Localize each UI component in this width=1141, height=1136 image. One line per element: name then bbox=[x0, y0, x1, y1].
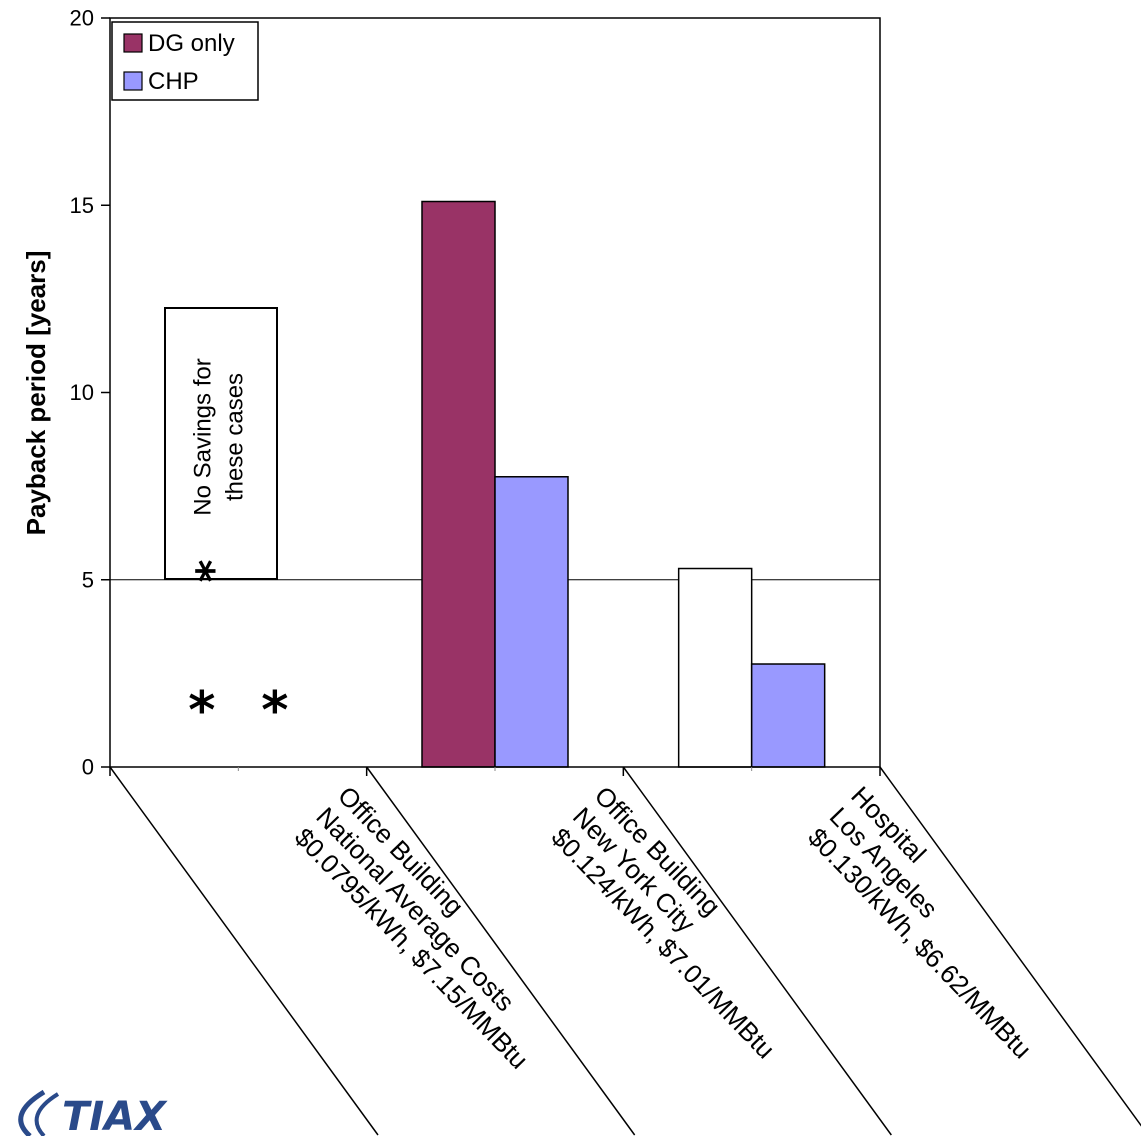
note-box bbox=[164, 307, 278, 580]
category-separator-3 bbox=[879, 766, 1141, 1127]
no-savings-marker-0-0: * bbox=[188, 681, 215, 741]
category-separator-0 bbox=[109, 766, 379, 1136]
note-line-2: these cases bbox=[222, 373, 249, 501]
note-asterisk: * bbox=[188, 559, 239, 582]
logo-swoosh bbox=[18, 1089, 46, 1136]
legend-swatch-dg-only bbox=[123, 33, 143, 53]
category-separator-2 bbox=[622, 766, 892, 1136]
bars-layer bbox=[421, 200, 826, 768]
legend-label-dg-only: DG only bbox=[148, 30, 235, 57]
note-line-1: No Savings for bbox=[190, 358, 217, 515]
legend-swatch-chp bbox=[123, 71, 143, 91]
y-tick-label-20: 20 bbox=[70, 6, 94, 31]
bar-dg-only-1 bbox=[421, 200, 496, 768]
ticks-layer: 0 5 10 15 20 bbox=[70, 6, 881, 780]
legend: DG only CHP bbox=[111, 21, 259, 101]
y-tick-label-0: 0 bbox=[82, 755, 94, 780]
y-axis-label: Payback period [years] bbox=[21, 251, 51, 536]
y-tick-label-15: 15 bbox=[70, 193, 94, 218]
no-savings-note: * No Savings for these cases bbox=[164, 307, 278, 583]
y-tick-label-10: 10 bbox=[70, 380, 94, 405]
no-savings-marker-1-0: * bbox=[261, 681, 288, 741]
logo-text: TIAX bbox=[62, 1094, 168, 1136]
bar-dg-only-2 bbox=[677, 567, 753, 768]
y-tick-label-5: 5 bbox=[82, 567, 94, 592]
no-savings-markers-layer: * * bbox=[188, 681, 288, 741]
bar-chp-1 bbox=[494, 476, 569, 768]
tiax-logo: TIAX bbox=[18, 1089, 168, 1136]
logo-swoosh-2 bbox=[34, 1092, 60, 1136]
category-separator-1 bbox=[366, 766, 636, 1136]
legend-label-chp: CHP bbox=[148, 68, 199, 95]
bar-chp-2 bbox=[750, 663, 826, 768]
